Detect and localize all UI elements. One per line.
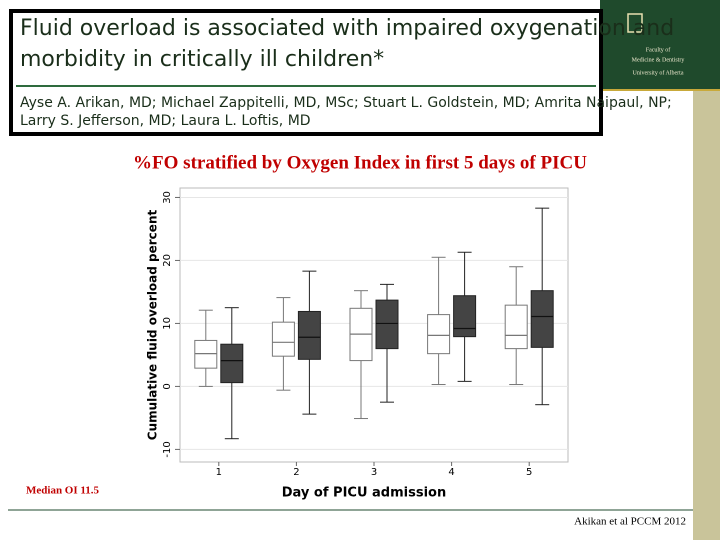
footer (8, 520, 693, 540)
y-axis-label: Cumulative fluid overload percent (146, 210, 160, 441)
y-tick-label: 10 (162, 317, 173, 330)
box (297, 310, 321, 360)
annotation: Median OI 11.5 (26, 485, 100, 497)
box (453, 295, 477, 338)
authors: Larry S. Jefferson, MD; Laura L. Loftis,… (20, 113, 311, 129)
box (530, 290, 554, 348)
paper-title: Fluid overload is associated with impair… (20, 16, 674, 41)
crest (627, 13, 643, 33)
y-tick-label: 30 (162, 191, 173, 204)
y-tick-label: 0 (162, 383, 173, 389)
logo-text: University of Alberta (633, 69, 684, 76)
x-tick-label: 5 (526, 467, 532, 478)
side-strip (693, 90, 720, 540)
paper-title: morbidity in critically ill children* (20, 47, 384, 72)
logo-text: Medicine & Dentistry (632, 57, 685, 63)
x-tick-label: 1 (216, 467, 222, 478)
x-tick-label: 2 (293, 467, 299, 478)
x-axis-label: Day of PICU admission (282, 486, 446, 501)
logo-text: Faculty of (646, 46, 671, 53)
logo-panel (600, 0, 720, 90)
citation: Akikan et al PCCM 2012 (574, 516, 686, 528)
box (271, 321, 295, 357)
y-tick-label: -10 (162, 441, 173, 457)
y-tick-label: 20 (162, 254, 173, 267)
box (220, 343, 244, 384)
x-tick-label: 3 (371, 467, 377, 478)
box (504, 304, 528, 350)
box (375, 299, 399, 350)
authors: Ayse A. Arikan, MD; Michael Zappitelli, … (20, 95, 672, 111)
header-box (9, 9, 603, 136)
box (194, 339, 218, 369)
x-tick-label: 4 (448, 467, 454, 478)
chart-title: %FO stratified by Oxygen Index in first … (133, 152, 587, 173)
box (427, 314, 451, 355)
plot-area (179, 187, 569, 463)
